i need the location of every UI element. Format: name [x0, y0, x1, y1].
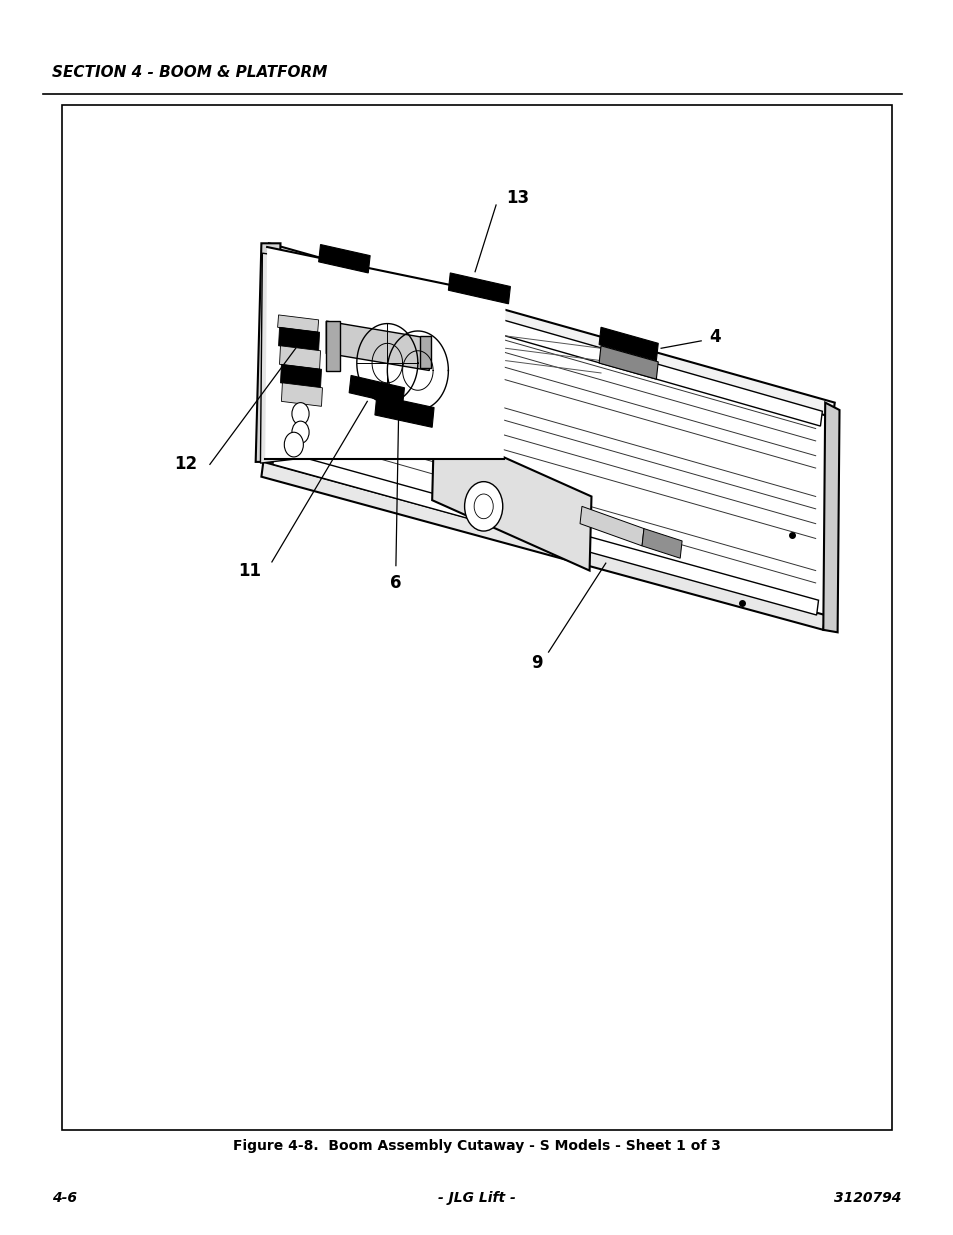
Polygon shape [448, 273, 510, 304]
Text: - JLG Lift -: - JLG Lift - [437, 1191, 516, 1205]
Polygon shape [419, 336, 431, 368]
Polygon shape [579, 506, 643, 546]
Polygon shape [279, 346, 320, 369]
Circle shape [464, 482, 502, 531]
Polygon shape [822, 403, 839, 632]
Polygon shape [598, 327, 658, 361]
Polygon shape [432, 426, 591, 571]
Polygon shape [598, 346, 658, 379]
Polygon shape [375, 395, 434, 427]
Polygon shape [278, 327, 319, 351]
Polygon shape [326, 321, 339, 370]
Text: 6: 6 [390, 574, 401, 592]
Circle shape [292, 403, 309, 425]
Circle shape [474, 494, 493, 519]
Polygon shape [260, 253, 314, 463]
Text: 12: 12 [174, 456, 197, 473]
Circle shape [284, 432, 303, 457]
Polygon shape [261, 462, 824, 630]
Text: 11: 11 [238, 562, 261, 579]
Polygon shape [267, 243, 834, 417]
Polygon shape [273, 450, 818, 615]
Text: Figure 4-8.  Boom Assembly Cutaway - S Models - Sheet 1 of 3: Figure 4-8. Boom Assembly Cutaway - S Mo… [233, 1139, 720, 1153]
Text: SECTION 4 - BOOM & PLATFORM: SECTION 4 - BOOM & PLATFORM [52, 65, 328, 80]
Polygon shape [265, 247, 505, 459]
Text: 4-6: 4-6 [52, 1191, 77, 1205]
Polygon shape [326, 321, 429, 370]
Polygon shape [255, 243, 280, 462]
Text: 13: 13 [506, 189, 529, 206]
Polygon shape [276, 256, 821, 426]
Circle shape [292, 421, 309, 443]
Polygon shape [318, 245, 370, 273]
Polygon shape [280, 364, 321, 388]
Polygon shape [277, 315, 318, 332]
Polygon shape [349, 375, 404, 405]
Polygon shape [281, 383, 322, 406]
Text: 3120794: 3120794 [833, 1191, 901, 1205]
Text: 9: 9 [531, 655, 542, 672]
Text: 4: 4 [709, 329, 720, 346]
Bar [62, 105, 891, 1130]
Polygon shape [641, 529, 681, 558]
